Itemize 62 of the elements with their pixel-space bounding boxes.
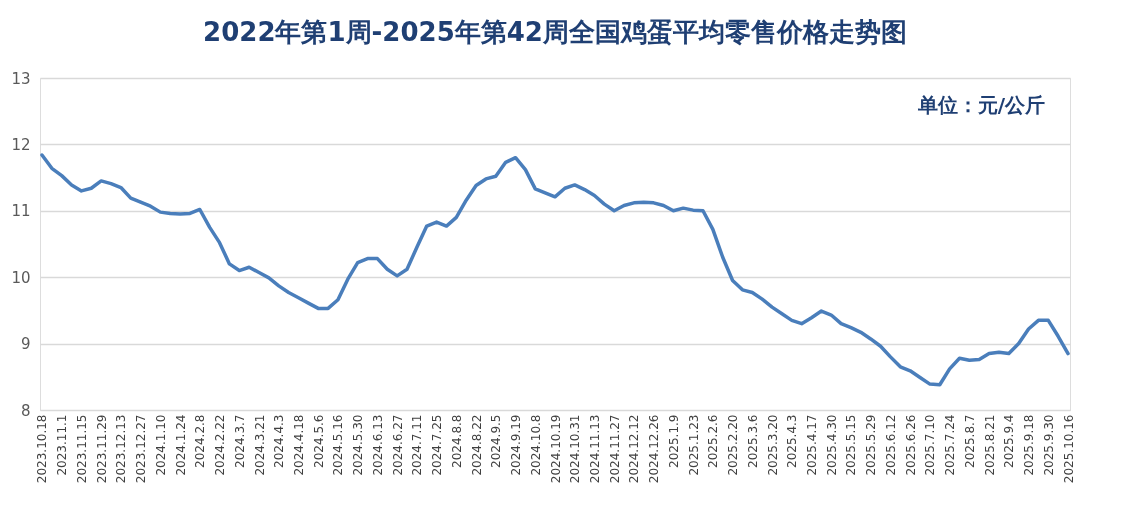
x-tick-label: 2025.4.3 [785,414,800,468]
x-tick-label: 2024.10.19 [548,414,563,484]
x-tick-label: 2024.8.22 [469,414,484,476]
x-tick-label: 2024.5.30 [351,414,366,476]
y-tick-label: 10 [11,268,31,287]
x-tick-label: 2023.12.13 [114,414,129,484]
x-tick-label: 2025.8.21 [982,414,997,476]
x-tick-label: 2025.3.6 [745,414,760,468]
x-tick-label: 2025.3.20 [765,414,780,476]
x-tick-label: 2024.2.8 [193,414,208,468]
chart-title: 2022年第1周-2025年第42周全国鸡蛋平均零售价格走势图 [203,17,907,47]
x-tick-label: 2024.5.16 [331,414,346,476]
x-tick-label: 2024.12.26 [647,414,662,484]
x-tick-label: 2025.7.24 [943,414,958,476]
x-tick-label: 2025.9.30 [1041,414,1056,476]
x-tick-label: 2024.9.19 [509,414,524,476]
y-tick-label: 8 [20,401,31,420]
x-tick-label: 2025.4.30 [824,414,839,476]
x-tick-label: 2025.9.18 [1022,414,1037,476]
x-tick-label: 2025.2.20 [726,414,741,476]
x-tick-label: 2025.1.9 [666,414,681,468]
annotation: 单位：元/公斤 [916,93,1045,117]
x-tick-label: 2024.1.10 [153,414,168,476]
x-tick-label: 2024.6.13 [370,414,385,476]
x-tick-label: 2024.3.21 [252,414,267,476]
line-series [40,153,1070,387]
x-tick-label: 2025.9.4 [1002,414,1017,468]
y-tick-label: 12 [11,135,31,154]
x-tick-label: 2025.5.15 [844,414,859,476]
x-tick-label: 2024.2.22 [213,414,228,476]
x-tick-label: 2025.7.10 [923,414,938,476]
x-tick-label: 2025.8.7 [962,414,977,468]
x-tick-label: 2024.10.31 [568,414,583,484]
x-tick-label: 2023.11.15 [74,414,89,484]
x-tick-label: 2024.4.3 [272,414,287,468]
x-tick-label: 2025.2.6 [706,414,721,468]
x-tick-label: 2025.6.12 [883,414,898,476]
x-tick-label: 2023.11.1 [55,414,70,476]
x-tick-label: 2025.10.16 [1061,414,1076,484]
x-tick-label: 2024.11.13 [587,414,602,484]
x-tick-label: 2025.6.26 [903,414,918,476]
x-tick-label: 2023.10.18 [35,414,50,484]
x-tick-label: 2025.5.29 [864,414,879,476]
y-tick-label: 13 [11,69,31,88]
x-tick-label: 2024.7.11 [410,414,425,476]
x-tick-label: 2024.11.27 [607,414,622,484]
x-tick-label: 2024.7.25 [430,414,445,476]
x-tick-label: 2024.4.18 [291,414,306,476]
y-tick-label: 9 [20,335,31,354]
x-tick-label: 2024.12.12 [627,414,642,484]
x-tick-label: 2024.10.8 [528,414,543,476]
x-tick-label: 2024.5.6 [311,414,326,468]
x-tick-label: 2024.6.27 [390,414,405,476]
x-tick-label: 2024.3.7 [232,414,247,468]
x-tick-label: 2023.11.29 [94,414,109,484]
x-tick-label: 2024.8.8 [449,414,464,468]
x-tick-label: 2023.12.27 [134,414,149,484]
x-tick-label: 2024.9.5 [489,414,504,468]
x-tick-label: 2024.1.24 [173,414,188,476]
y-tick-label: 11 [11,202,31,221]
x-tick-label: 2025.1.23 [686,414,701,476]
x-tick-label: 2025.4.17 [805,414,820,476]
